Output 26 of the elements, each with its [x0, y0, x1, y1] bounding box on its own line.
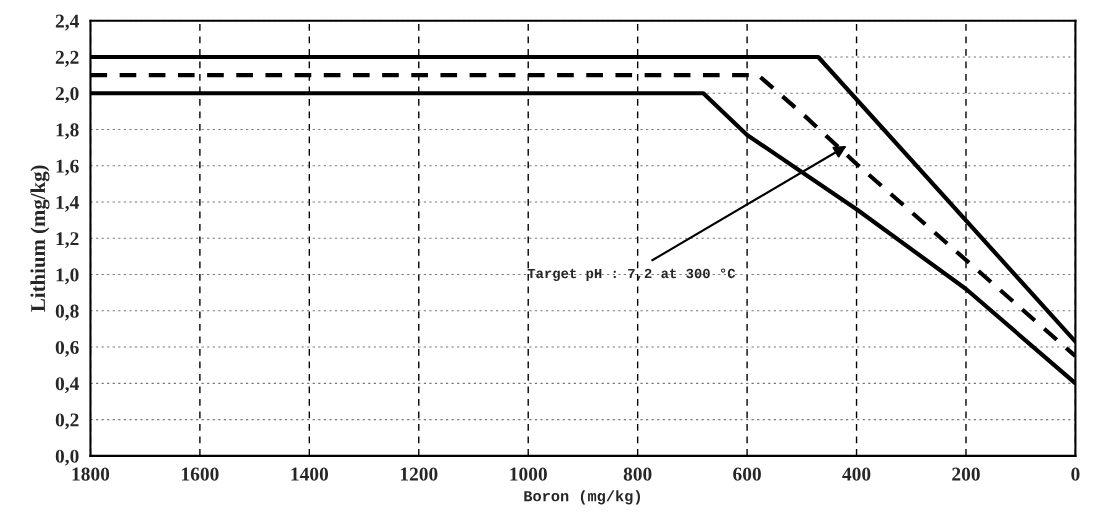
- x-tick-label: 600: [733, 467, 761, 481]
- x-tick-label: 0: [1071, 467, 1080, 481]
- x-tick-label: 200: [952, 467, 980, 481]
- annotation: Target pH : 7,2 at 300 °C: [527, 268, 736, 281]
- y-tick-label: 1,6: [56, 159, 79, 176]
- y-tick-label: 1,8: [56, 123, 79, 140]
- y-axis-title: Lithium (mg/kg): [30, 165, 50, 312]
- x-tick-label: 1000: [510, 467, 547, 481]
- y-tick-label: 2,4: [55, 14, 79, 31]
- x-tick-label: 1400: [291, 467, 329, 481]
- y-tick-label: 1,2: [56, 232, 79, 249]
- x-axis-title: Boron (mg/kg): [524, 490, 640, 505]
- y-tick-label: 0,0: [55, 449, 79, 466]
- y-tick-label: 1,4: [56, 195, 79, 212]
- y-tick-label: 0,2: [55, 413, 79, 430]
- y-tick-label: 1,0: [56, 268, 79, 285]
- y-tick-label: 0,4: [55, 377, 79, 394]
- x-tick-label: 800: [623, 467, 652, 481]
- x-tick-label: 400: [842, 467, 871, 481]
- x-tick-label: 1200: [400, 467, 438, 481]
- y-tick-label: 0,8: [55, 304, 79, 321]
- y-tick-label: 2,0: [55, 87, 79, 103]
- y-tick-label: 2,2: [55, 50, 79, 67]
- x-tick-label: 1600: [182, 467, 219, 481]
- y-tick-label: 0,6: [55, 340, 79, 357]
- x-tick-label: 1800: [72, 467, 110, 481]
